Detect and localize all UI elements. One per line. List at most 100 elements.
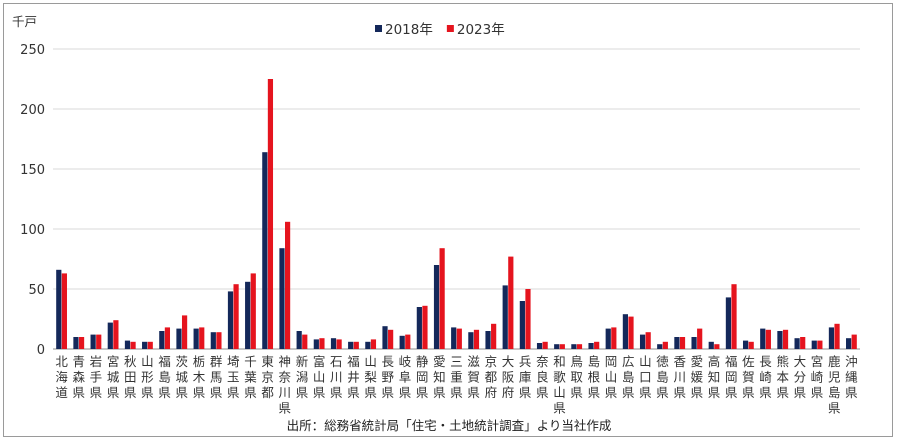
bar-2018-24 (468, 332, 474, 349)
bar-2023-32 (611, 327, 617, 349)
bar-2018-33 (622, 314, 628, 349)
x-category-label: 福井県 (347, 354, 360, 400)
x-category-label: 長崎県 (759, 354, 772, 400)
bar-2023-34 (645, 332, 651, 349)
bar-2018-7 (176, 328, 182, 349)
x-category-label: 京都府 (485, 354, 498, 400)
bar-2023-7 (181, 315, 188, 349)
x-category-label: 長野県 (382, 354, 395, 400)
bar-2023-0 (61, 273, 67, 349)
x-category-label: 香川県 (673, 354, 686, 400)
y-tick-label: 0 (37, 343, 45, 358)
bar-2018-34 (639, 334, 646, 349)
x-category-label: 滋賀県 (467, 354, 480, 400)
bar-2018-42 (777, 331, 783, 349)
y-unit-label: 千戸 (12, 14, 37, 29)
bar-2018-43 (794, 338, 800, 349)
x-category-label: 埼玉県 (227, 354, 240, 400)
bars (56, 79, 857, 349)
bar-2018-25 (485, 331, 491, 349)
x-category-label: 茨城県 (176, 354, 189, 400)
bar-2023-31 (594, 341, 600, 349)
bar-chart: 0 50 100 150 200 250 千戸 2018年 2023年 北海道青森県岩手県… (12, 14, 860, 433)
legend-label-2023: 2023年 (457, 22, 505, 38)
bar-2023-20 (405, 334, 411, 349)
bar-2018-23 (451, 327, 457, 349)
bar-2023-3 (113, 320, 119, 349)
x-category-label: 宮城県 (107, 354, 120, 400)
bar-2023-36 (679, 337, 686, 349)
bar-2023-14 (302, 334, 308, 349)
bar-2023-23 (456, 328, 462, 349)
bar-2018-46 (846, 338, 852, 349)
bar-2018-38 (708, 341, 714, 349)
bar-2023-24 (473, 329, 480, 349)
x-category-label: 大分県 (794, 354, 807, 400)
bar-2023-17 (353, 341, 359, 349)
bar-2018-0 (56, 269, 62, 349)
y-tick-label: 200 (20, 103, 45, 118)
bar-2023-12 (267, 79, 274, 349)
bar-2023-29 (559, 344, 565, 349)
bar-2018-5 (142, 341, 148, 349)
x-category-label: 静岡県 (416, 354, 429, 400)
x-category-label: 和歌山県 (553, 354, 566, 416)
bar-2023-26 (508, 256, 514, 349)
bar-2023-2 (96, 334, 102, 349)
bar-2018-44 (811, 340, 817, 349)
bar-2023-30 (576, 344, 583, 349)
bar-2023-35 (662, 341, 668, 349)
bar-2018-17 (348, 341, 354, 349)
x-category-label: 岡山県 (605, 354, 618, 400)
bar-2018-45 (828, 327, 835, 349)
bar-2018-10 (227, 291, 234, 349)
bar-2023-9 (216, 332, 222, 349)
bar-2023-39 (731, 284, 737, 349)
x-axis: 北海道青森県岩手県宮城県秋田県山形県福島県茨城県栃木県群馬県埼玉県千葉県東京都神… (55, 354, 858, 416)
bar-2023-46 (851, 334, 857, 349)
bar-2023-21 (422, 305, 428, 349)
bar-2023-18 (370, 339, 377, 349)
x-category-label: 愛媛県 (691, 354, 704, 400)
bar-2018-15 (313, 339, 319, 349)
bar-2023-27 (525, 289, 531, 349)
bar-2023-28 (542, 341, 548, 349)
x-category-label: 千葉県 (244, 354, 257, 400)
bar-2023-41 (765, 329, 771, 349)
bar-2018-29 (554, 344, 560, 349)
bar-2018-2 (90, 334, 96, 349)
legend-swatch-2023 (446, 25, 454, 32)
bar-2023-40 (748, 341, 754, 349)
bar-2018-11 (245, 281, 251, 349)
bar-2018-6 (159, 331, 165, 349)
x-category-label: 大阪府 (502, 354, 515, 400)
x-category-label: 山口県 (639, 354, 652, 400)
bar-2018-21 (416, 307, 422, 349)
y-tick-label: 250 (20, 43, 45, 58)
x-category-label: 北海道 (55, 354, 68, 400)
legend: 2018年 2023年 (375, 22, 505, 38)
x-category-label: 熊本県 (776, 354, 789, 400)
y-tick-label: 100 (20, 223, 45, 238)
x-category-label: 三重県 (450, 354, 463, 400)
y-axis: 0 50 100 150 200 250 (20, 43, 45, 358)
x-category-label: 岩手県 (90, 354, 103, 400)
x-category-label: 石川県 (330, 354, 343, 400)
x-category-label: 鳥取県 (570, 354, 583, 400)
bar-2023-15 (319, 338, 325, 349)
bar-2023-6 (164, 327, 171, 349)
x-category-label: 高知県 (708, 354, 721, 400)
x-category-label: 佐賀県 (742, 354, 755, 400)
bar-2023-11 (250, 273, 256, 349)
bar-2023-10 (233, 284, 239, 349)
bar-2018-31 (588, 343, 594, 349)
bar-2018-30 (571, 344, 577, 349)
bar-2023-37 (697, 328, 703, 349)
bar-2023-44 (817, 340, 823, 349)
y-tick-label: 150 (20, 163, 45, 178)
bar-2018-18 (365, 341, 371, 349)
bar-2018-9 (210, 332, 216, 349)
bar-2018-22 (433, 265, 440, 349)
x-category-label: 新潟県 (296, 354, 309, 400)
bar-2018-36 (674, 337, 680, 349)
